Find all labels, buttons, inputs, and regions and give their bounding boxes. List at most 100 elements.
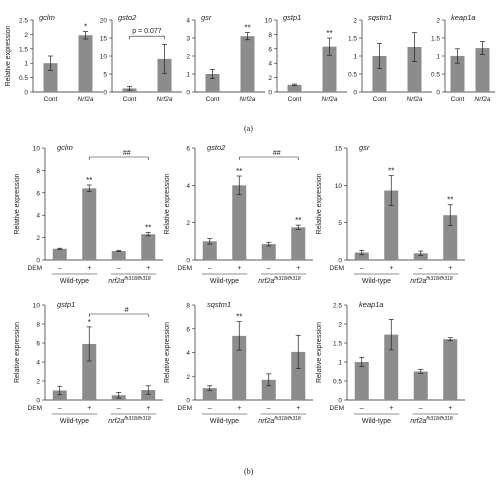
chart-8-significance: ** [236, 167, 242, 176]
chart-8-ytick-label: 4 [186, 183, 190, 190]
chart-8-bar [261, 244, 276, 260]
chart-9-ytick-label: 10 [335, 183, 343, 190]
chart-1-bar [78, 35, 93, 92]
chart-2-annotation: p = 0.077 [132, 28, 161, 35]
chart-2-bar [157, 58, 172, 92]
chart-3-category-label: Cont [206, 96, 220, 103]
chart-3-ytick-label: 4 [186, 18, 190, 25]
chart-7-ytick-label: 4 [36, 213, 40, 220]
chart-10-significance: * [88, 318, 91, 327]
chart-10-ytick-label: 6 [36, 341, 40, 348]
chart-12-ytick-label: 0 [338, 398, 342, 405]
chart-10-ytick-label: 2 [36, 379, 40, 386]
chart-7-bar [141, 234, 156, 260]
chart-8-treatment-sign: + [296, 265, 300, 272]
chart-9-ytick-label: 0 [338, 258, 342, 265]
chart-12-bar [384, 334, 399, 400]
chart-7-significance: ** [145, 224, 151, 233]
chart-9-treatment-sign: + [389, 265, 393, 272]
chart-12-treatment-sign: – [360, 405, 364, 412]
chart-5-bar [372, 56, 387, 92]
chart-5-ytick-label: 2 [353, 18, 357, 25]
chart-4-bar [322, 46, 337, 92]
chart-11-ytick-label: 2 [186, 374, 190, 381]
chart-2-category-label: Nrf2a [157, 96, 173, 103]
chart-7-treatment-label: DEM [28, 265, 42, 272]
chart-10-ylabel: Relative expression [14, 322, 21, 383]
chart-8-ylabel: Relative expression [164, 173, 171, 234]
chart-9-ytick-label: 5 [338, 220, 342, 227]
chart-3-category-label: Nrf2a [240, 96, 256, 103]
chart-4-category-label: Cont [288, 96, 302, 103]
chart-6-ytick-label: 1.5 [431, 36, 440, 43]
chart-8-treatment-label: DEM [178, 265, 192, 272]
chart-9-group-label: Wild-type [362, 278, 391, 285]
chart-12-ytick-label: 1 [338, 360, 342, 367]
chart-11-ytick-label: 8 [186, 303, 190, 310]
chart-8-bar [291, 227, 306, 260]
chart-11-ytick-label: 6 [186, 326, 190, 333]
chart-5-ytick-label: 0 [353, 90, 357, 97]
chart-5-title: sqstm1 [368, 13, 392, 22]
chart-4-ytick-label: 10 [265, 18, 273, 25]
chart-10-title: gstp1 [57, 300, 75, 309]
chart-7-ylabel: Relative expression [14, 173, 21, 234]
chart-9-significance: ** [388, 167, 394, 176]
chart-1-ytick-label: 1.5 [19, 46, 28, 53]
chart-6-bar [450, 56, 465, 92]
chart-11-treatment-sign: – [267, 405, 271, 412]
chart-3-significance: ** [244, 24, 250, 33]
chart-5-ytick-label: 1 [353, 54, 357, 61]
chart-5-bar [407, 47, 422, 92]
chart-7-treatment-sign: – [58, 265, 62, 272]
chart-4-ytick-label: 6 [268, 46, 272, 53]
chart-11-bar [202, 388, 217, 400]
chart-7-ytick-label: 6 [36, 190, 40, 197]
chart-8-ytick-label: 2 [186, 220, 190, 227]
chart-4-significance: ** [326, 29, 332, 38]
chart-11-bar [291, 351, 306, 400]
chart-4-ytick-label: 8 [268, 32, 272, 39]
chart-8-bar [232, 185, 247, 260]
chart-8-significance: ** [295, 216, 301, 225]
chart-10-group-label: nrf2afh318/fh318 [108, 416, 151, 425]
chart-8-treatment-sign: – [267, 265, 271, 272]
chart-11-treatment-sign: + [296, 405, 300, 412]
chart-4-category-label: Nrf2a [322, 96, 338, 103]
chart-9-treatment-sign: + [448, 265, 452, 272]
chart-4-bar [287, 84, 302, 92]
chart-7-significance: ** [86, 176, 92, 185]
chart-8-bar [202, 241, 217, 260]
chart-7-ytick-label: 8 [36, 168, 40, 175]
chart-4-title: gstp1 [283, 13, 301, 22]
chart-1-ytick-label: 0 [24, 90, 28, 97]
chart-3-ytick-label: 0 [186, 90, 190, 97]
chart-8-bracket-label: ## [273, 150, 281, 157]
chart-4-ytick-label: 4 [268, 61, 272, 68]
chart-11-ylabel: Relative expression [164, 322, 171, 383]
chart-2-ytick-label: 20 [100, 18, 108, 25]
chart-11-treatment-sign: – [208, 405, 212, 412]
chart-9-bar [443, 215, 458, 260]
chart-6-ytick-label: 0 [436, 90, 440, 97]
chart-2-ytick-label: 5 [103, 72, 107, 79]
chart-11-group-label: Wild-type [210, 418, 239, 425]
chart-9-bar [413, 253, 428, 260]
chart-12-ytick-label: 1.5 [333, 341, 342, 348]
chart-1-category-label: Nrf2a [78, 96, 94, 103]
chart-11-title: sqstm1 [207, 300, 231, 309]
chart-6-ytick-label: 2 [436, 18, 440, 25]
chart-7-bar [52, 248, 67, 260]
chart-7-group-label: Wild-type [60, 278, 89, 285]
chart-12-ytick-label: 0.5 [333, 379, 342, 386]
chart-1-ytick-label: 2.5 [19, 18, 28, 25]
chart-10-treatment-sign: + [87, 405, 91, 412]
chart-12-ytick-label: 2 [338, 322, 342, 329]
chart-1-ytick-label: 2 [24, 32, 28, 39]
chart-12-bar [443, 339, 458, 400]
chart-10-ytick-label: 8 [36, 322, 40, 329]
chart-5-category-label: Cont [373, 96, 387, 103]
chart-3-ytick-label: 1 [186, 72, 190, 79]
chart-9-treatment-sign: – [360, 265, 364, 272]
chart-3-ytick-label: 3 [186, 36, 190, 43]
